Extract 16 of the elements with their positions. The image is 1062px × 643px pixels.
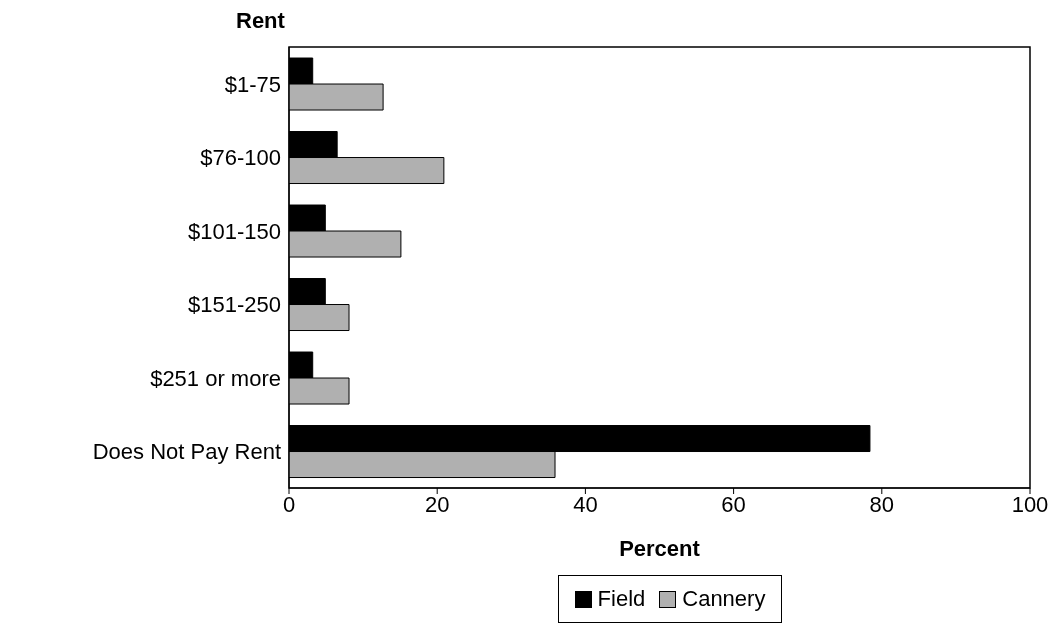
x-tick-label: 80 (869, 491, 895, 517)
x-tick-label: 20 (424, 491, 450, 517)
legend-label: Field (596, 586, 646, 612)
x-tick-label: 60 (721, 491, 746, 517)
x-tick-label: 40 (573, 491, 598, 517)
y-axis-title: Rent (236, 8, 285, 34)
y-tick-label: $101-150 (188, 218, 281, 244)
y-tick-label: Does Not Pay Rent (92, 439, 281, 465)
x-tick-label: 100 (1011, 491, 1049, 517)
x-tick-label: 0 (282, 491, 296, 517)
y-tick-label: $151-250 (188, 292, 281, 318)
legend-label: Cannery (681, 586, 766, 612)
y-tick-label: $76-100 (200, 145, 281, 171)
x-axis-title: Percent (619, 536, 701, 561)
y-tick-label: $1-75 (224, 71, 281, 97)
y-tick-label: $251 or more (150, 365, 281, 391)
